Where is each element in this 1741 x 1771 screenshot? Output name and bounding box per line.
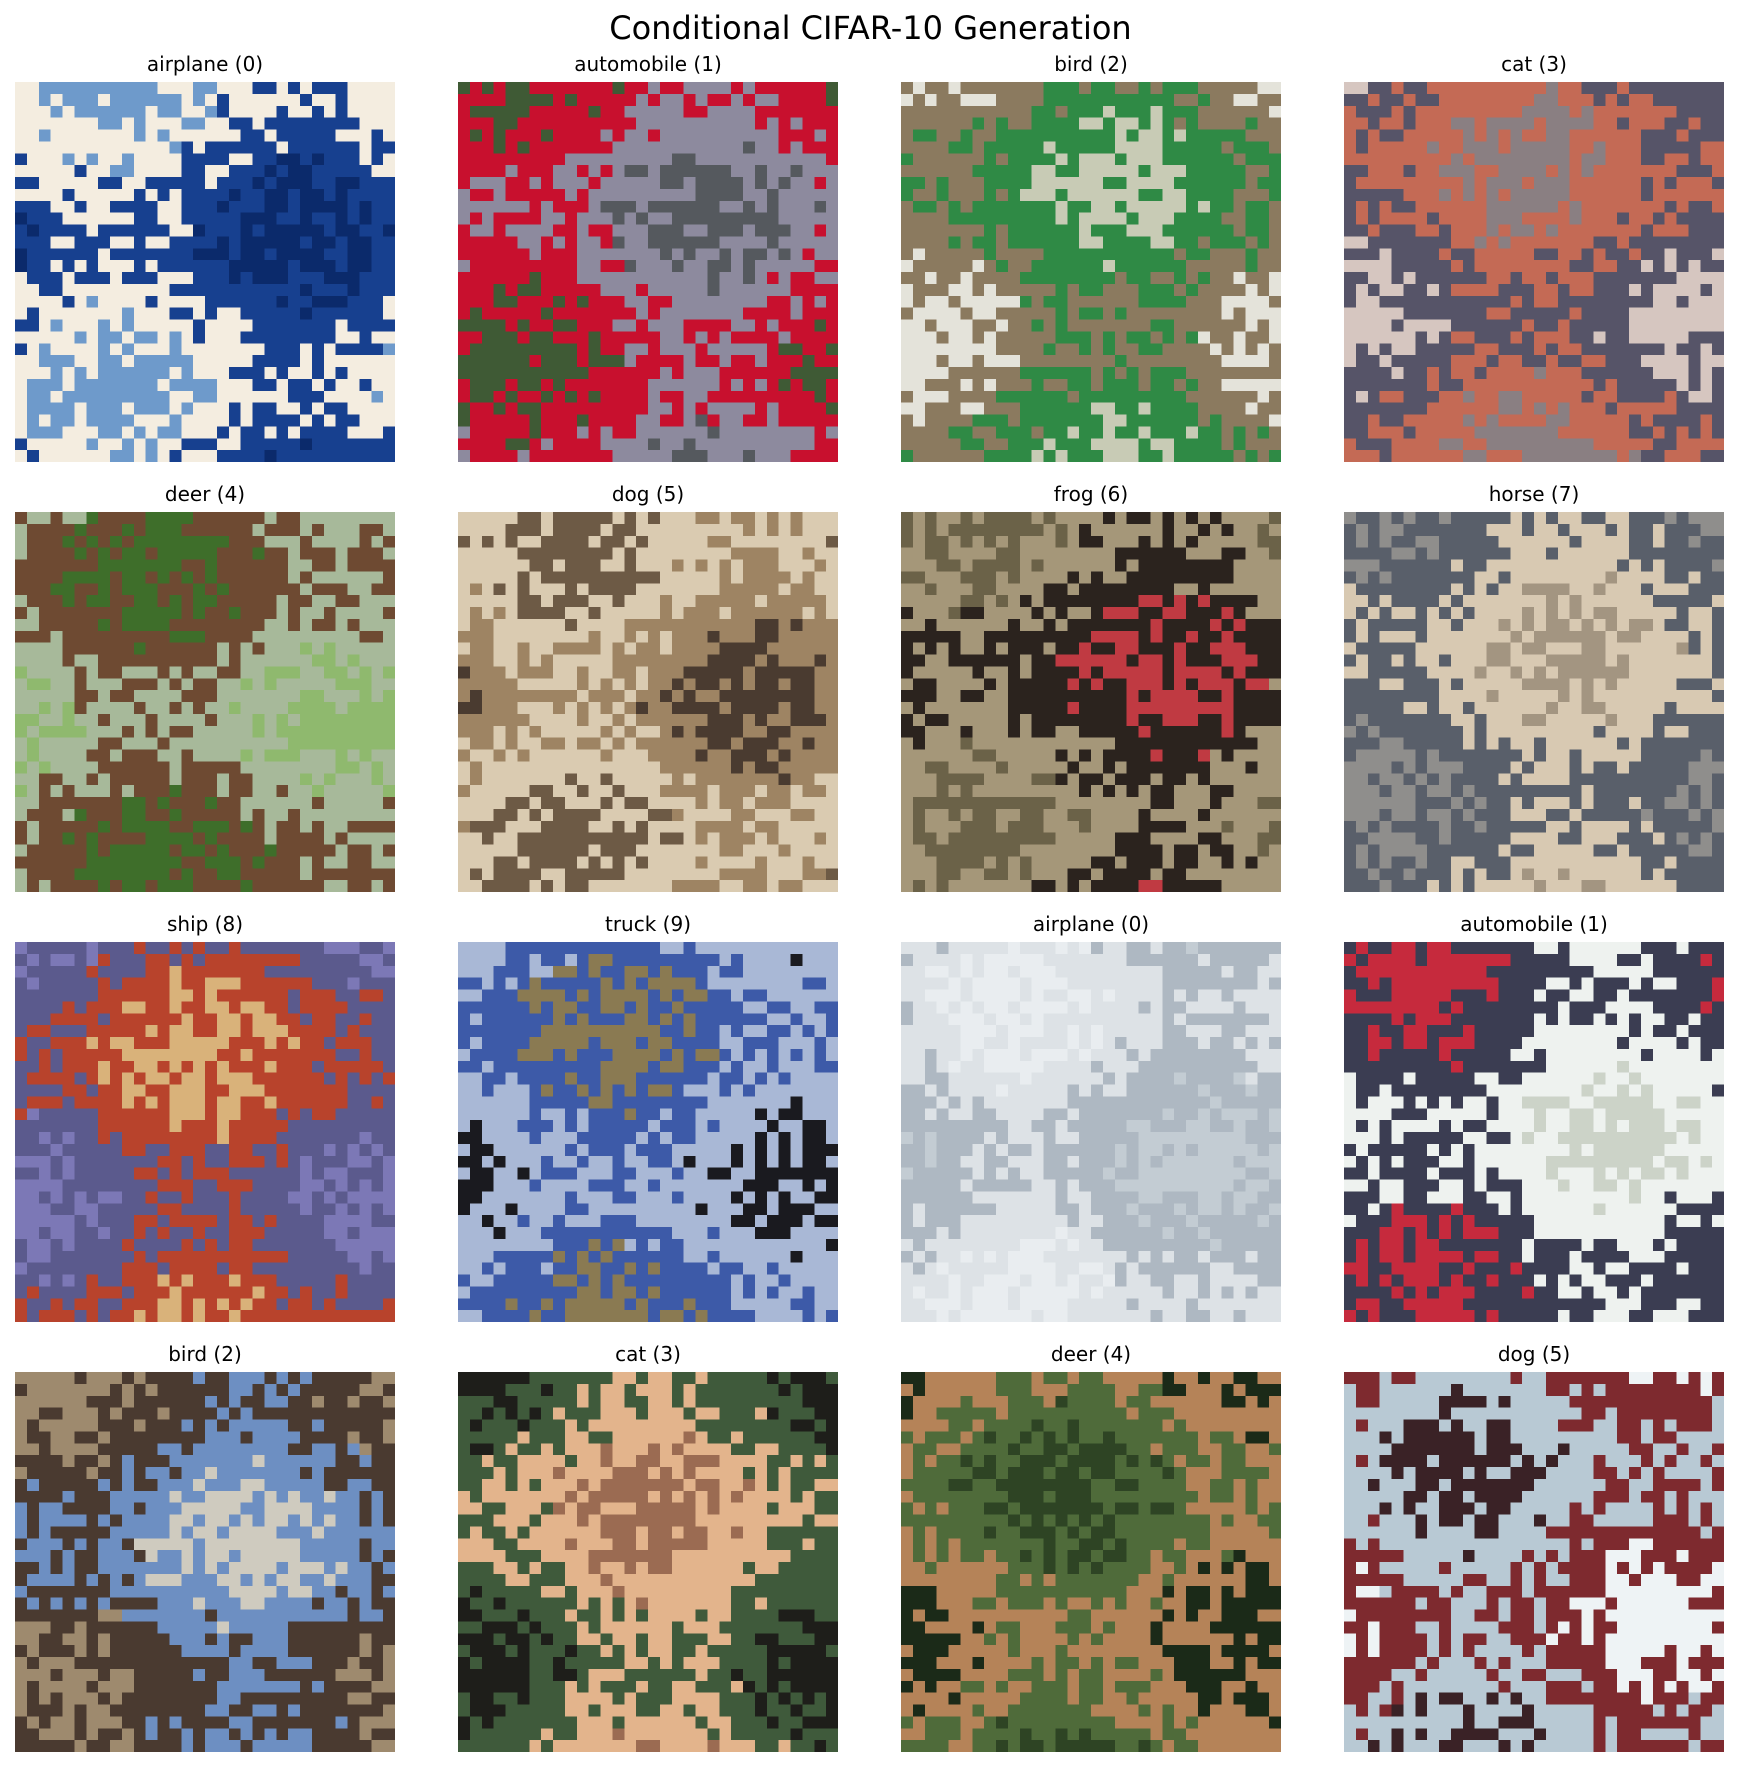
generated-image — [901, 82, 1281, 462]
sample-panel: automobile (1) — [458, 52, 838, 470]
sample-label: dog (5) — [611, 482, 685, 506]
sample-panel: airplane (0) — [15, 52, 395, 470]
generated-image — [15, 82, 395, 462]
sample-panel: automobile (1) — [1344, 912, 1724, 1330]
generated-image — [901, 942, 1281, 1322]
sample-label: bird (2) — [168, 1342, 242, 1366]
sample-label: automobile (1) — [574, 52, 722, 76]
sample-label: bird (2) — [1054, 52, 1128, 76]
sample-panel: truck (9) — [458, 912, 838, 1330]
sample-panel: cat (3) — [458, 1342, 838, 1760]
sample-panel: bird (2) — [15, 1342, 395, 1760]
generated-image — [1344, 82, 1724, 462]
sample-label: truck (9) — [604, 912, 691, 936]
sample-panel: ship (8) — [15, 912, 395, 1330]
sample-label: frog (6) — [1053, 482, 1129, 506]
sample-label: airplane (0) — [146, 52, 264, 76]
generated-image — [15, 1372, 395, 1752]
figure-title: Conditional CIFAR-10 Generation — [609, 9, 1132, 47]
sample-panel: cat (3) — [1344, 52, 1724, 470]
generated-image — [901, 512, 1281, 892]
sample-label: dog (5) — [1497, 1342, 1571, 1366]
sample-label: automobile (1) — [1460, 912, 1608, 936]
generated-image — [458, 82, 838, 462]
generated-image — [15, 512, 395, 892]
sample-panel: frog (6) — [901, 482, 1281, 900]
generated-image — [15, 942, 395, 1322]
sample-label: airplane (0) — [1032, 912, 1150, 936]
generated-image — [1344, 512, 1724, 892]
sample-label: cat (3) — [615, 1342, 681, 1366]
sample-panel: bird (2) — [901, 52, 1281, 470]
sample-panel: dog (5) — [458, 482, 838, 900]
sample-label: cat (3) — [1501, 52, 1567, 76]
generated-image — [458, 942, 838, 1322]
sample-panel: dog (5) — [1344, 1342, 1724, 1760]
sample-panel: deer (4) — [15, 482, 395, 900]
generated-image — [1344, 1372, 1724, 1752]
sample-panel: airplane (0) — [901, 912, 1281, 1330]
sample-label: deer (4) — [1050, 1342, 1132, 1366]
sample-label: horse (7) — [1488, 482, 1580, 506]
sample-label: ship (8) — [166, 912, 244, 936]
generated-image — [458, 1372, 838, 1752]
generated-image — [901, 1372, 1281, 1752]
sample-label: deer (4) — [164, 482, 246, 506]
sample-panel: deer (4) — [901, 1342, 1281, 1760]
sample-panel: horse (7) — [1344, 482, 1724, 900]
generated-image — [1344, 942, 1724, 1322]
generated-image — [458, 512, 838, 892]
